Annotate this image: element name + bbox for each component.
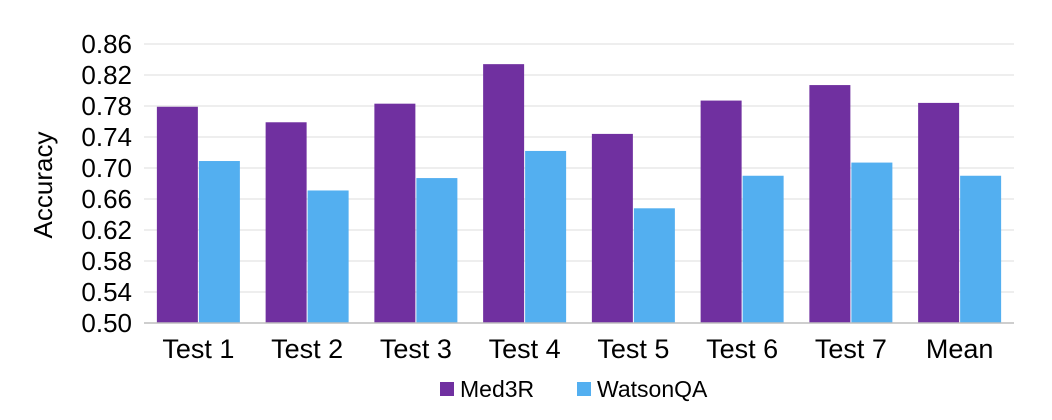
y-tick-label: 0.74 (81, 122, 132, 152)
x-tick-label: Test 3 (380, 334, 452, 364)
y-tick-label: 0.62 (81, 215, 132, 245)
legend-label-med3r: Med3R (460, 376, 534, 402)
y-tick-label: 0.82 (81, 60, 132, 90)
bar-med3r-test-5 (591, 133, 633, 323)
y-tick-label: 0.58 (81, 246, 132, 276)
bar-watsonqa-test-7 (851, 162, 893, 323)
x-tick-label: Test 2 (271, 334, 343, 364)
legend-label-watsonqa: WatsonQA (597, 376, 708, 402)
y-tick-label: 0.78 (81, 91, 132, 121)
bar-med3r-test-7 (809, 85, 851, 323)
x-tick-label: Mean (926, 334, 994, 364)
x-tick-label: Test 6 (706, 334, 778, 364)
y-tick-label: 0.66 (81, 184, 132, 214)
bar-watsonqa-test-5 (633, 208, 675, 323)
x-tick-label: Test 4 (489, 334, 561, 364)
legend-swatch-watsonqa (577, 382, 591, 396)
bar-watsonqa-test-1 (198, 161, 240, 323)
y-axis-ticks: 0.500.540.580.620.660.700.740.780.820.86 (81, 29, 132, 338)
x-tick-label: Test 1 (162, 334, 234, 364)
x-tick-label: Test 5 (597, 334, 669, 364)
bar-watsonqa-test-2 (307, 190, 349, 323)
bar-watsonqa-mean (960, 175, 1002, 323)
legend-swatch-med3r (440, 382, 454, 396)
y-axis-title: Accuracy (28, 132, 58, 239)
bar-med3r-test-2 (265, 122, 307, 324)
y-tick-label: 0.70 (81, 153, 132, 183)
bar-med3r-test-6 (700, 100, 742, 323)
bar-watsonqa-test-6 (742, 175, 784, 323)
y-tick-label: 0.54 (81, 277, 132, 307)
bar-med3r-test-1 (156, 106, 198, 324)
legend: Med3R WatsonQA (440, 376, 708, 402)
bar-med3r-test-3 (374, 103, 416, 323)
bars (156, 64, 1002, 324)
x-tick-label: Test 7 (815, 334, 887, 364)
bar-watsonqa-test-3 (416, 178, 458, 323)
bar-med3r-mean (918, 102, 960, 324)
bar-med3r-test-4 (483, 64, 525, 324)
y-tick-label: 0.86 (81, 29, 132, 59)
x-axis-labels: Test 1 Test 2 Test 3 Test 4 Test 5 Test 6 Test… (162, 334, 993, 364)
y-tick-label: 0.50 (81, 308, 132, 338)
bar-watsonqa-test-4 (525, 150, 567, 323)
